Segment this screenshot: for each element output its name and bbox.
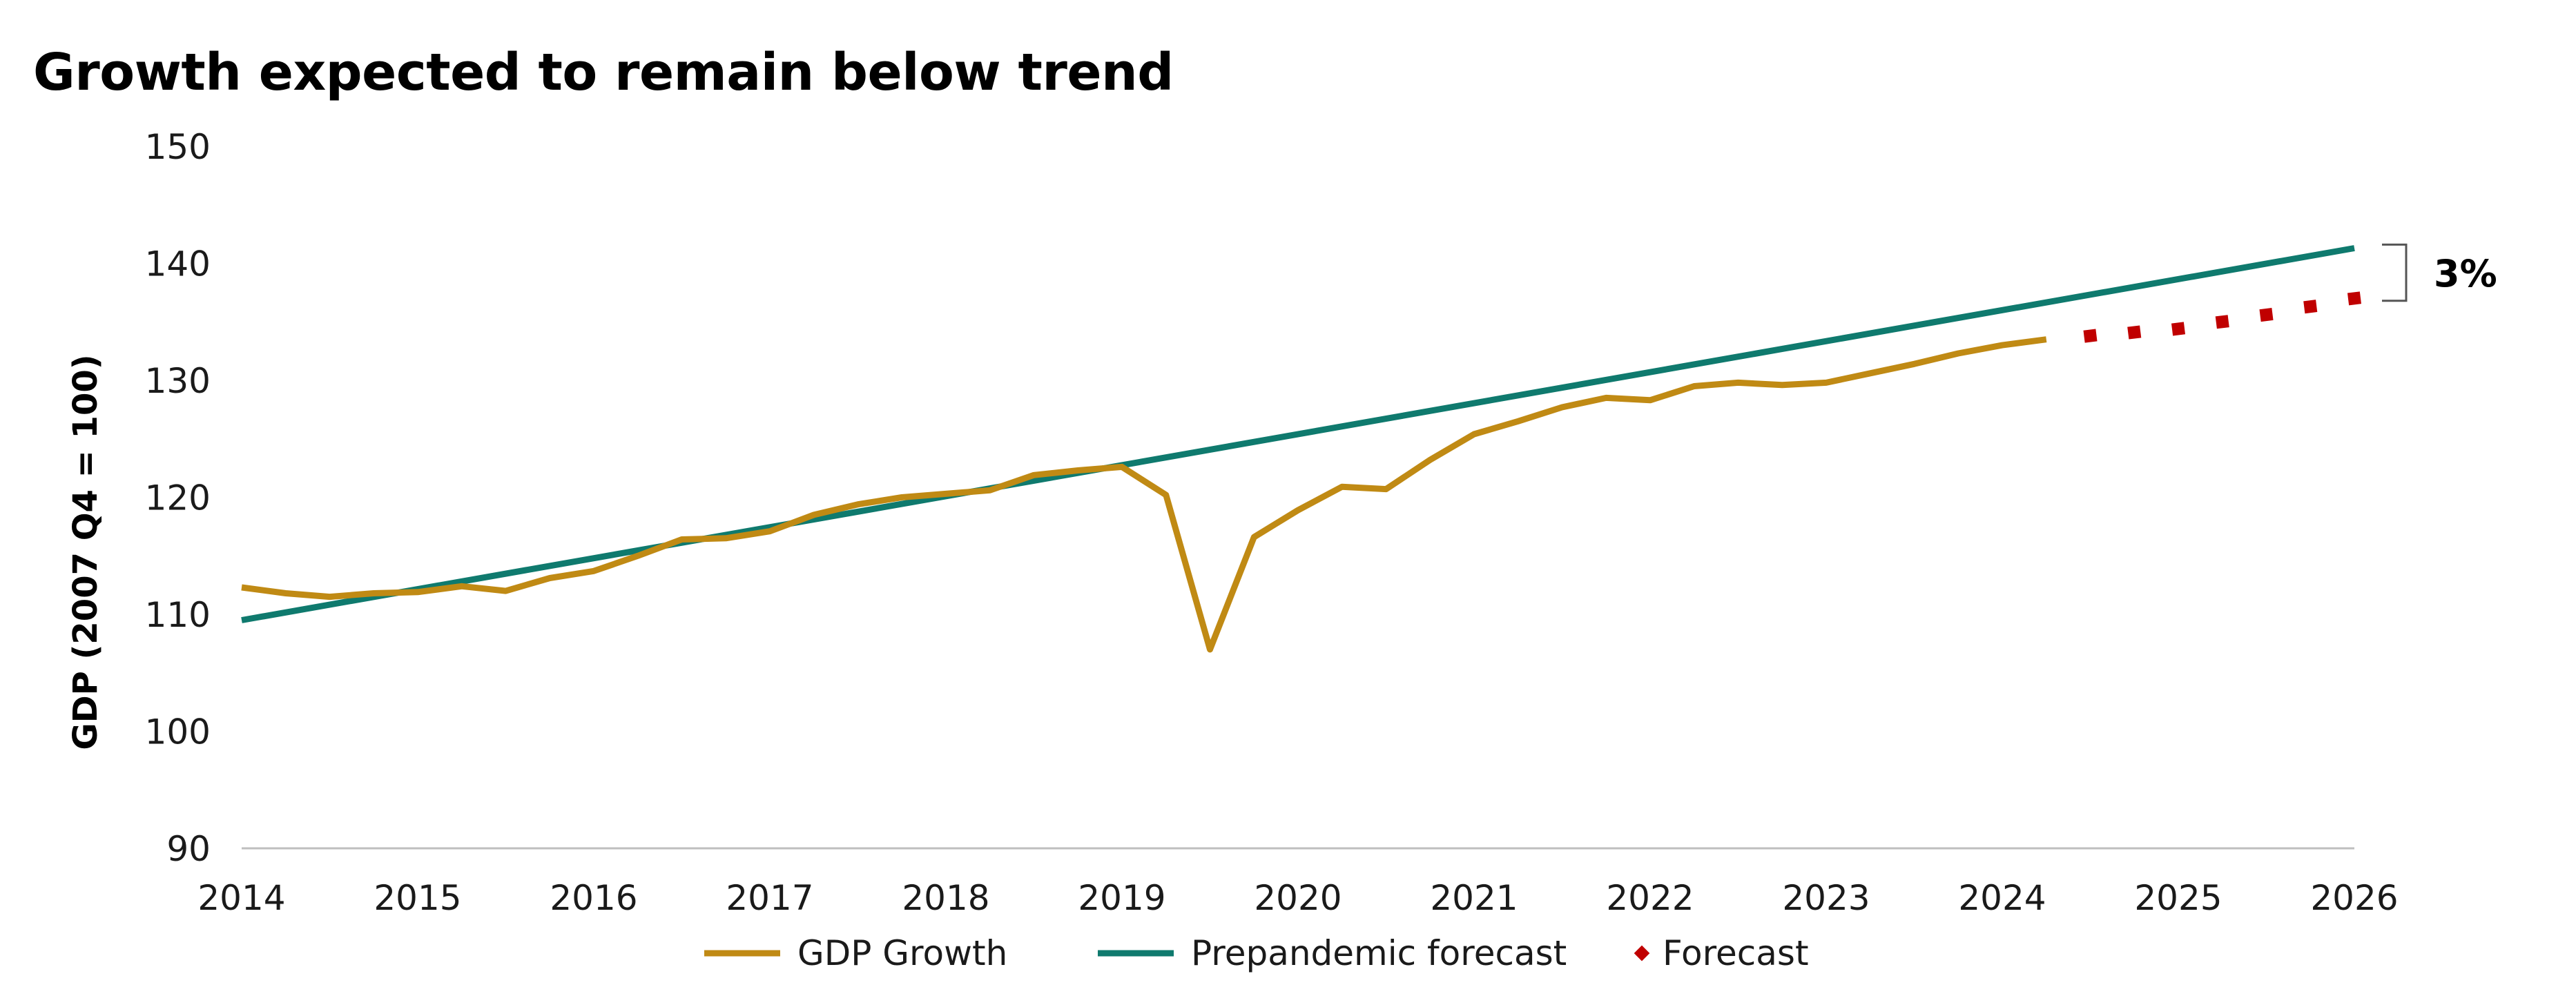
legend-label: Prepandemic forecast [1191, 933, 1567, 973]
gap-annotation-label: 3% [2434, 252, 2497, 295]
legend-item-forecast: Forecast [1634, 933, 1809, 973]
y-tick-label: 150 [145, 127, 211, 167]
legend: GDP Growth Prepandemic forecast Forecast [704, 933, 1809, 973]
series-layer [241, 245, 2362, 653]
prepandemic-forecast-line [241, 245, 2355, 623]
x-tick-label: 2023 [1782, 878, 1870, 918]
forecast-point [2259, 308, 2274, 322]
x-tick-label: 2015 [374, 878, 461, 918]
forecast-point [2171, 322, 2186, 336]
legend-item-gdp-growth: GDP Growth [704, 933, 1007, 973]
chart-title: Growth expected to remain below trend [33, 43, 1174, 102]
gdp-growth-line [241, 336, 2047, 653]
x-tick-label: 2022 [1606, 878, 1694, 918]
y-tick-label: 140 [145, 244, 211, 284]
x-tick-labels: 2014 2015 2016 2017 2018 2019 2020 2021 2022 2023… [197, 878, 2398, 918]
forecast-point [2127, 325, 2142, 340]
x-tick-label: 2017 [726, 878, 813, 918]
x-tick-label: 2016 [550, 878, 637, 918]
y-tick-label: 110 [145, 595, 211, 635]
x-tick-label: 2018 [902, 878, 989, 918]
legend-item-prepandemic-forecast: Prepandemic forecast [1098, 933, 1567, 973]
y-tick-label: 100 [145, 712, 211, 752]
legend-label: GDP Growth [797, 933, 1007, 973]
x-tick-label: 2014 [197, 878, 285, 918]
y-tick-labels: 90 100 110 120 130 140 150 [145, 127, 211, 869]
forecast-point [2303, 300, 2318, 314]
x-tick-label: 2024 [1958, 878, 2046, 918]
forecast-series [2083, 291, 2362, 343]
forecast-point [2083, 329, 2098, 343]
x-tick-label: 2026 [2310, 878, 2398, 918]
y-tick-label: 120 [145, 478, 211, 518]
x-tick-label: 2020 [1254, 878, 1342, 918]
x-tick-label: 2021 [1430, 878, 1518, 918]
y-tick-label: 90 [166, 829, 211, 869]
x-tick-label: 2019 [1078, 878, 1165, 918]
legend-label: Forecast [1663, 933, 1809, 973]
annotation-layer: 3% [2382, 243, 2497, 302]
x-tick-label: 2025 [2134, 878, 2222, 918]
gap-bracket [2382, 243, 2408, 302]
forecast-point [2347, 291, 2362, 306]
y-axis-title: GDP (2007 Q4 = 100) [66, 354, 105, 750]
y-tick-label: 130 [145, 361, 211, 401]
y-axis-title-group: GDP (2007 Q4 = 100) [66, 354, 105, 750]
legend-marker [1634, 945, 1650, 962]
forecast-point [2215, 315, 2229, 329]
